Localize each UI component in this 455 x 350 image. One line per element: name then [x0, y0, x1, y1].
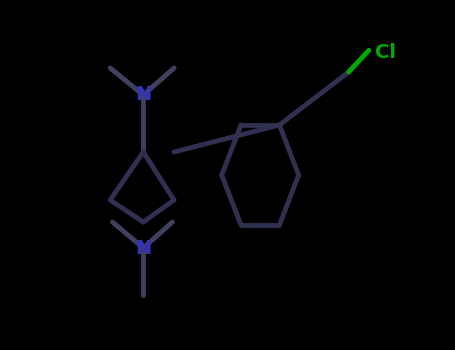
Text: N: N: [135, 238, 152, 258]
Text: N: N: [135, 85, 152, 105]
Text: Cl: Cl: [374, 42, 395, 62]
